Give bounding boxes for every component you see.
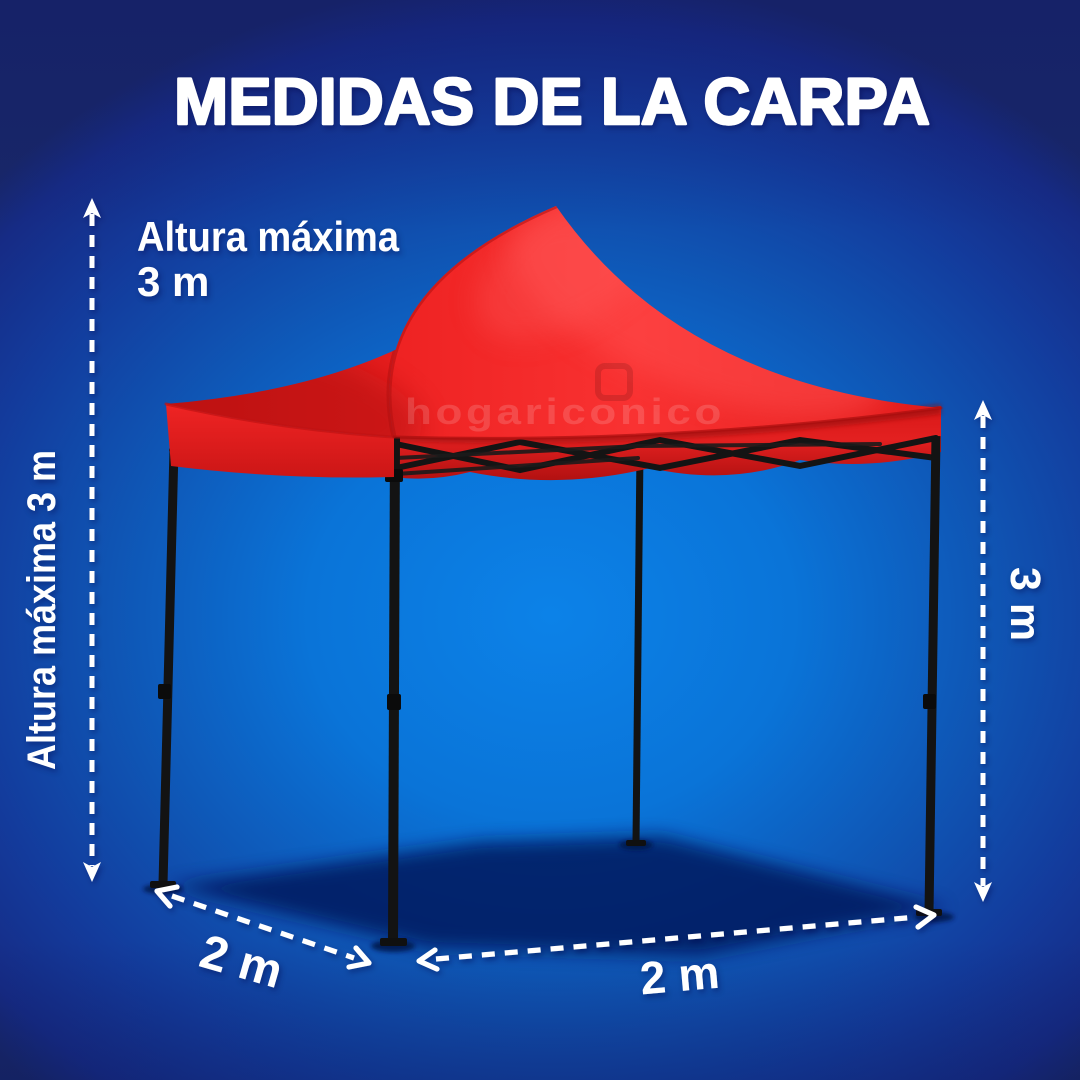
dimension-annotations [83, 198, 992, 972]
tent-leg-right [916, 435, 942, 916]
leg-joint [387, 694, 401, 710]
ground-shadow [143, 836, 954, 956]
canopy-valance-front-left [166, 404, 394, 478]
leg-joint [158, 684, 171, 699]
arrowhead-left-icon [154, 884, 180, 909]
label-altura-maxima-line2: 3 m [137, 258, 209, 305]
leg-foot-plate [380, 938, 407, 946]
watermark-logo [595, 363, 633, 401]
arrowhead-left-icon [416, 947, 440, 972]
watermark: hogariconico [405, 363, 725, 432]
label-depth: 2 m [194, 925, 288, 999]
vignette-top [0, 0, 1080, 230]
tent-leg-left [150, 448, 179, 888]
arrowhead-down-icon [974, 882, 992, 902]
tent-leg-center [380, 436, 407, 946]
truss-inner-bar [394, 442, 882, 460]
height-arrow-left [83, 198, 101, 882]
arrowhead-right-icon [913, 904, 937, 930]
label-width: 2 m [638, 946, 721, 1005]
eave-seam-left [164, 402, 396, 439]
eave-seam-right [392, 406, 943, 440]
arrowhead-down-icon [83, 862, 101, 882]
arrowhead-up-icon [974, 400, 992, 420]
truss-inner-bar [394, 456, 640, 476]
arrowhead-right-icon [346, 945, 372, 970]
width-arrow [416, 904, 937, 972]
tent-leg-back [626, 449, 646, 846]
page-title: MEDIDAS DE LA CARPA [174, 64, 930, 138]
arrowhead-up-icon [83, 198, 101, 218]
dimension-labels: Altura máxima 3 m Altura máxima 3 m 3 m … [20, 213, 1049, 1004]
height-arrow-right [974, 400, 992, 902]
watermark-text: hogariconico [405, 391, 725, 432]
leg-joint [923, 694, 936, 709]
label-altura-maxima-side: Altura máxima 3 m [20, 450, 64, 770]
label-altura-maxima-line1: Altura máxima [137, 213, 400, 260]
depth-arrow [154, 884, 372, 970]
vignette-bottom [0, 940, 1080, 1080]
label-height-right: 3 m [1001, 567, 1049, 641]
truss-zigzag [393, 435, 939, 474]
tent-cast-shadow [168, 836, 948, 956]
leg-foot-plate [626, 840, 646, 846]
